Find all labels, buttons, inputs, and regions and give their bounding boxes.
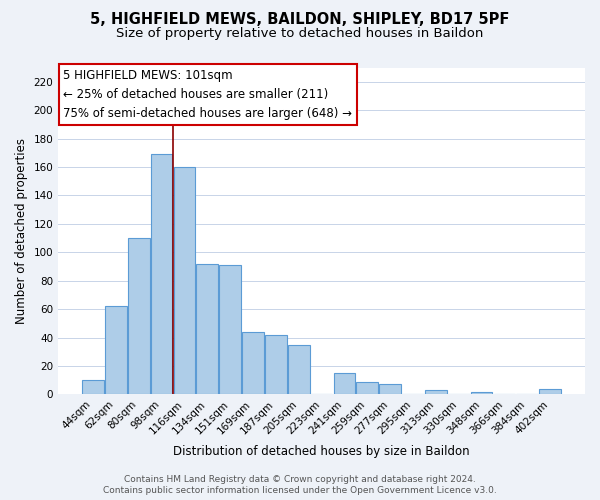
Bar xyxy=(334,373,355,394)
Bar xyxy=(379,384,401,394)
X-axis label: Distribution of detached houses by size in Baildon: Distribution of detached houses by size … xyxy=(173,444,470,458)
Bar xyxy=(196,264,218,394)
Text: Size of property relative to detached houses in Baildon: Size of property relative to detached ho… xyxy=(116,28,484,40)
Text: 5 HIGHFIELD MEWS: 101sqm
← 25% of detached houses are smaller (211)
75% of semi-: 5 HIGHFIELD MEWS: 101sqm ← 25% of detach… xyxy=(64,69,352,120)
Bar xyxy=(151,154,172,394)
Bar xyxy=(105,306,127,394)
Bar xyxy=(173,167,195,394)
Bar xyxy=(219,265,241,394)
Bar xyxy=(128,238,149,394)
Y-axis label: Number of detached properties: Number of detached properties xyxy=(15,138,28,324)
Text: Contains HM Land Registry data © Crown copyright and database right 2024.: Contains HM Land Registry data © Crown c… xyxy=(124,475,476,484)
Bar xyxy=(82,380,104,394)
Text: Contains public sector information licensed under the Open Government Licence v3: Contains public sector information licen… xyxy=(103,486,497,495)
Bar xyxy=(265,334,287,394)
Bar xyxy=(471,392,493,394)
Text: 5, HIGHFIELD MEWS, BAILDON, SHIPLEY, BD17 5PF: 5, HIGHFIELD MEWS, BAILDON, SHIPLEY, BD1… xyxy=(91,12,509,28)
Bar xyxy=(242,332,264,394)
Bar xyxy=(288,344,310,395)
Bar xyxy=(356,382,378,394)
Bar xyxy=(539,389,561,394)
Bar xyxy=(425,390,447,394)
